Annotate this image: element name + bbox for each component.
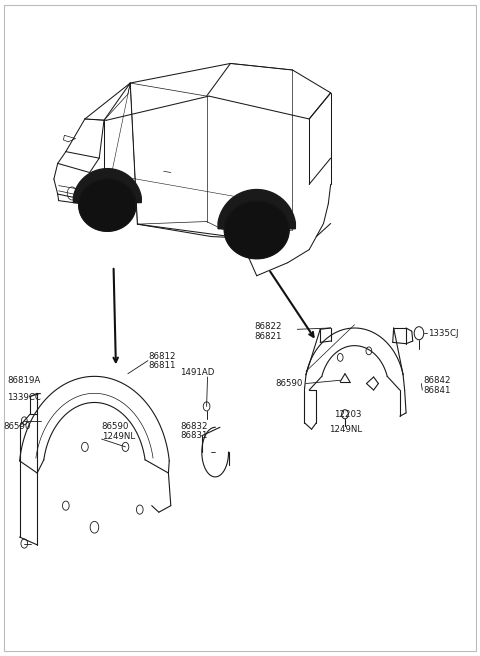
Text: 86812: 86812 [148,352,176,361]
Text: 86590: 86590 [102,422,129,431]
Text: 12203: 12203 [334,411,361,419]
Text: 1249NL: 1249NL [102,432,135,441]
Polygon shape [79,179,136,232]
Text: 1335CJ: 1335CJ [429,329,459,338]
Text: 1249NL: 1249NL [329,425,362,434]
Text: 86821: 86821 [254,332,282,341]
Polygon shape [224,201,289,258]
Text: 86822: 86822 [254,322,282,331]
Text: 86841: 86841 [423,386,451,396]
Polygon shape [73,169,141,203]
Text: 86832: 86832 [180,422,208,430]
Text: 1339CC: 1339CC [7,393,41,402]
Polygon shape [218,190,295,229]
Text: 1491AD: 1491AD [180,368,215,377]
Text: 86842: 86842 [423,377,451,386]
Text: 86590: 86590 [276,379,303,388]
Text: 86831: 86831 [180,432,208,440]
Text: 86590: 86590 [4,422,31,430]
Text: 86819A: 86819A [7,376,40,385]
Text: 86811: 86811 [148,361,176,371]
